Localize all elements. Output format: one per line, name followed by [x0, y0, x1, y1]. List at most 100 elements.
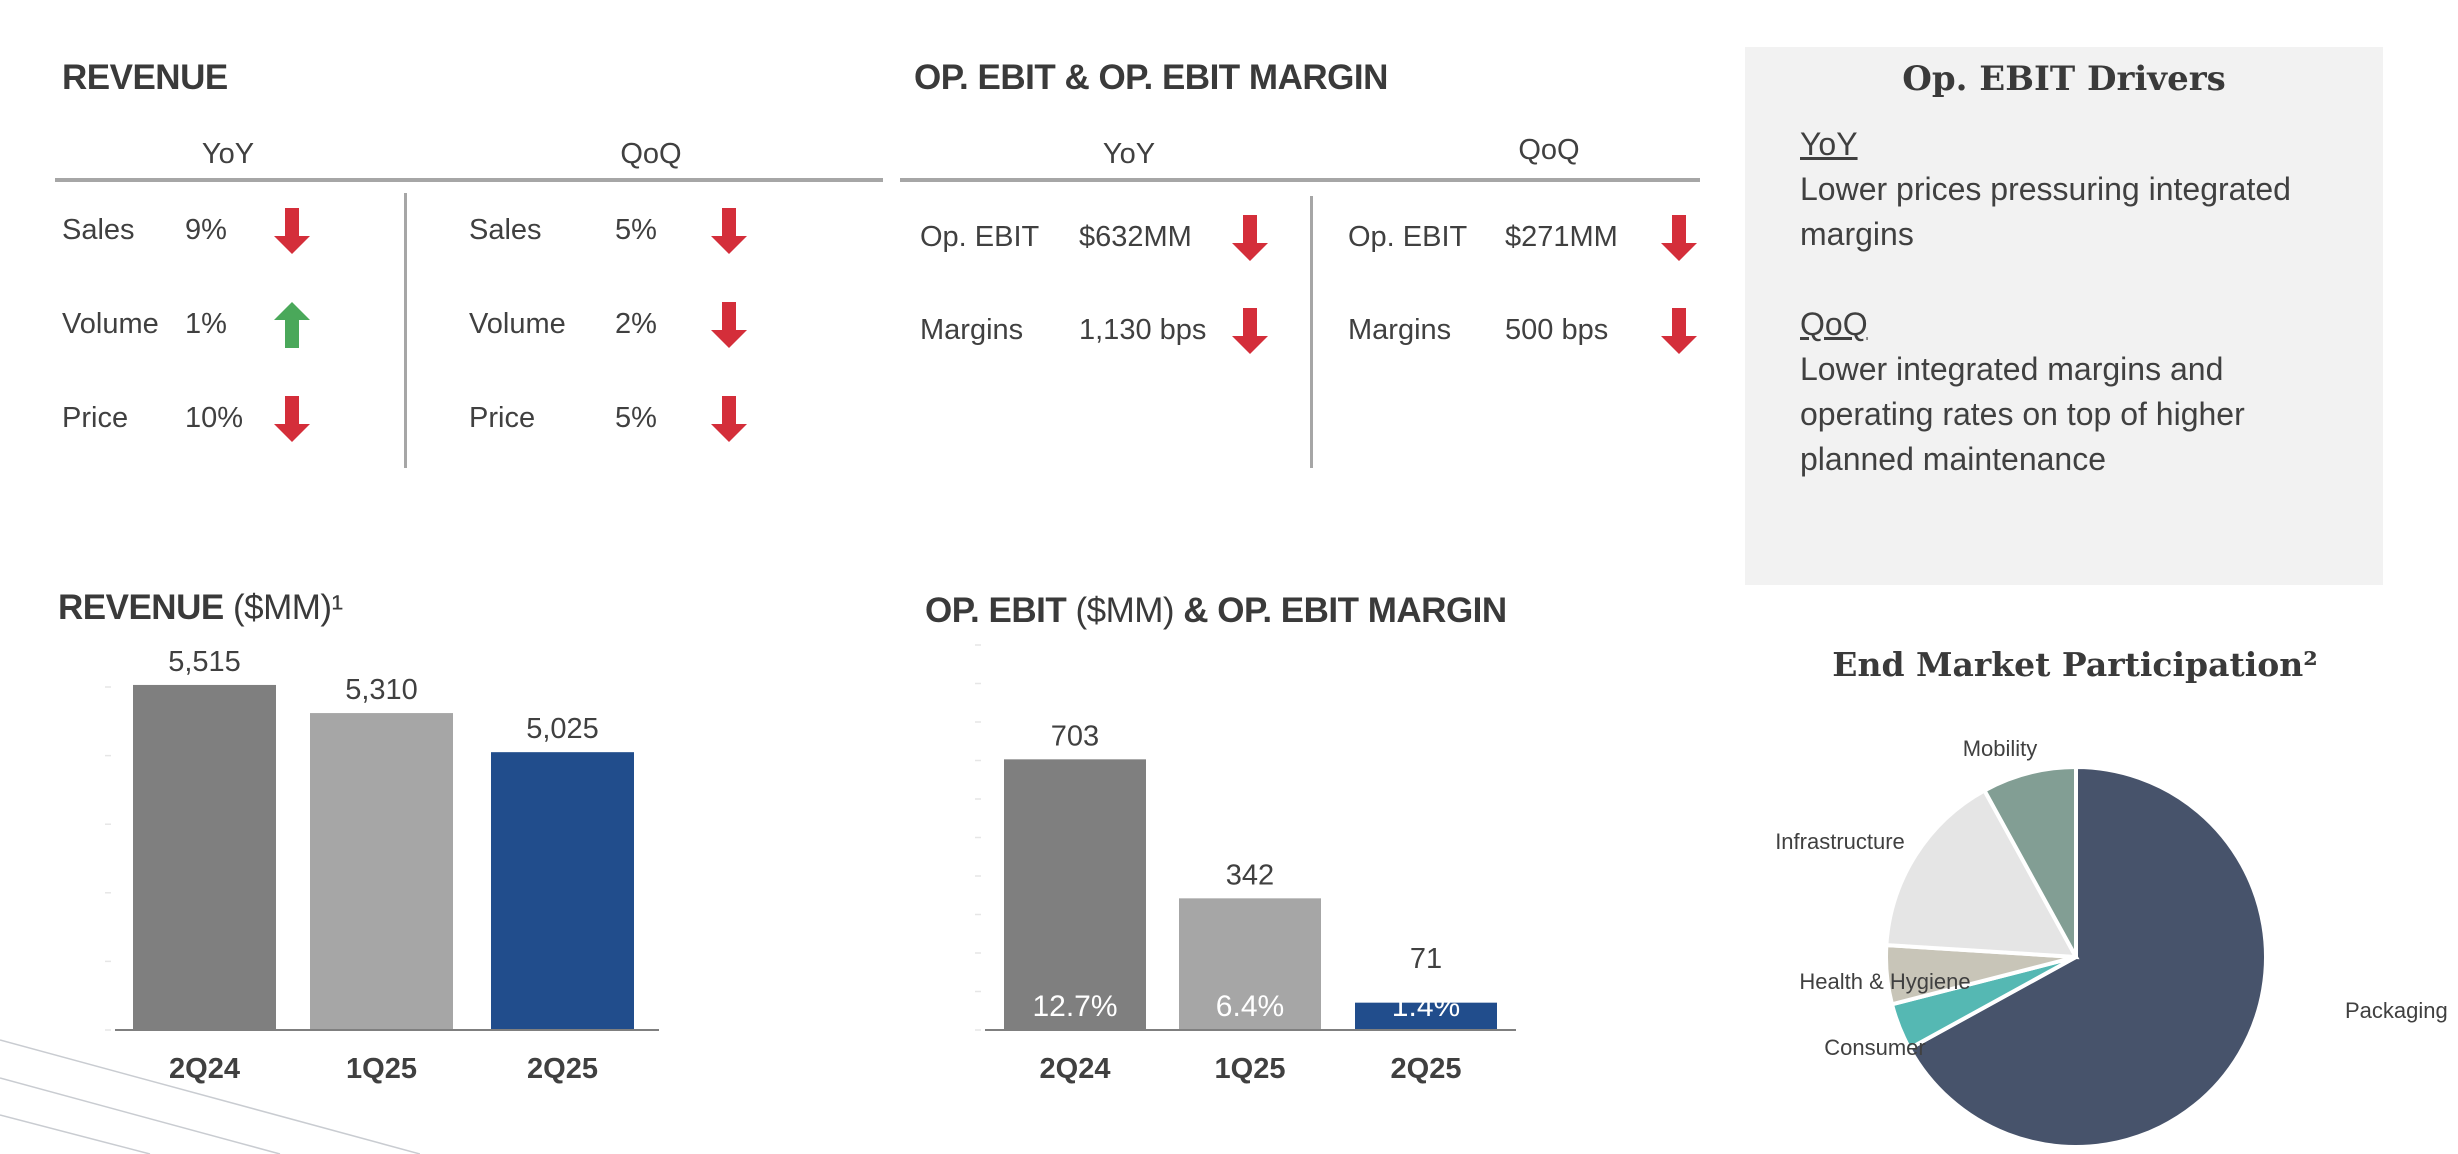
drivers-qoq-line-2: operating rates on top of higher [1800, 396, 2245, 432]
category-label: 2Q24 [1040, 1053, 1111, 1085]
ebit-title: OP. EBIT & OP. EBIT MARGIN [914, 58, 1388, 97]
ebit-qoq-row-arrow [1661, 215, 1697, 261]
revenue-yoy-row-label: Price [62, 402, 129, 434]
revenue-qoq-header: QoQ [620, 138, 682, 170]
ebit-chart-title-unit: ($MM) [1075, 591, 1175, 630]
ebit-qoq-row-arrow [1661, 308, 1697, 354]
drivers-qoq-line-1: Lower integrated margins and [1800, 351, 2224, 387]
revenue-yoy-row-arrow [274, 302, 310, 348]
ebit-qoq-row-label: Margins [1348, 314, 1452, 346]
bar-1Q25 [1179, 898, 1321, 1030]
pie-label: Health & Hygiene [1799, 969, 1970, 994]
drivers-yoy-line-1: Lower prices pressuring integrated [1800, 171, 2291, 207]
revenue-yoy-row-value: 1% [185, 308, 227, 340]
ebit-qoq-row-value: 500 bps [1505, 314, 1609, 346]
margin-label: 6.4% [1216, 990, 1284, 1023]
drivers-qoq-label: QoQ [1800, 306, 1868, 342]
revenue-yoy-row-label: Volume [62, 308, 159, 340]
drivers-qoq-line-3: planned maintenance [1800, 441, 2107, 477]
revenue-header-rule [55, 178, 883, 182]
end-market-pie-chart: Packaging Consumer Health & Hygiene Infrast… [1775, 736, 2448, 1149]
revenue-chart-title-unit: ($MM)¹ [232, 588, 343, 627]
arrow-down-icon [1232, 308, 1268, 354]
ebit-bar-chart: 703 2Q24 12.7% 342 1Q25 6.4% 71 2Q25 1.4% [975, 644, 1516, 1085]
bar-value-label: 5,025 [526, 713, 599, 745]
ebit-yoy-row-value: 1,130 bps [1079, 314, 1207, 346]
ebit-yoy-row-label: Margins [920, 314, 1024, 346]
arrow-down-icon [711, 396, 747, 442]
bar-value-label: 342 [1226, 859, 1274, 891]
arrow-down-icon [711, 208, 747, 254]
revenue-qoq-row-value: 5% [615, 402, 657, 434]
arrow-down-icon [1661, 308, 1697, 354]
bar-2Q24 [133, 684, 276, 1030]
arrow-down-icon [1661, 215, 1697, 261]
ebit-drivers-panel: Op. EBIT Drivers YoY Lower prices pressu… [1745, 47, 2383, 585]
ebit-yoy-row-arrow [1232, 215, 1268, 261]
pie-slice-packaging [1906, 764, 2268, 1149]
category-label: 2Q24 [169, 1053, 240, 1085]
ebit-yoy-header: YoY [1102, 138, 1156, 170]
revenue-qoq-row-label: Price [469, 402, 536, 434]
ebit-qoq-row-value: $271MM [1505, 221, 1618, 253]
pie-title: End Market Participation² [1832, 645, 2318, 684]
revenue-qoq-row-value: 5% [615, 214, 657, 246]
pie-label: Consumer [1824, 1035, 1925, 1060]
bar-value-label: 5,310 [345, 674, 418, 706]
arrow-down-icon [274, 396, 310, 442]
revenue-yoy-row-value: 9% [185, 214, 227, 246]
pie-label: Mobility [1963, 736, 2038, 761]
bar-1Q25 [310, 713, 453, 1030]
ebit-yoy-row-label: Op. EBIT [920, 221, 1040, 253]
ebit-yoy-row-arrow [1232, 308, 1268, 354]
revenue-yoy-row-label: Sales [62, 214, 135, 246]
drivers-yoy-line-2: margins [1800, 216, 1914, 252]
ebit-qoq-row-label: Op. EBIT [1348, 221, 1468, 253]
margin-label: 1.4% [1392, 990, 1460, 1023]
pie-slice-infrastructure [1884, 787, 2080, 960]
ebit-header-rule [900, 178, 1700, 182]
revenue-qoq-row-arrow [711, 396, 747, 442]
revenue-yoy-row-value: 10% [185, 402, 244, 434]
revenue-qoq-row-arrow [711, 302, 747, 348]
revenue-qoq-row-label: Sales [469, 214, 542, 246]
bar-2Q25 [1355, 1002, 1497, 1030]
revenue-qoq-row-label: Volume [469, 308, 566, 340]
bar-2Q25 [491, 752, 634, 1030]
revenue-chart-title-main: REVENUE [58, 588, 224, 627]
category-label: 2Q25 [1391, 1053, 1462, 1085]
ebit-qoq-header: QoQ [1518, 134, 1580, 166]
bar-value-label: 71 [1410, 943, 1442, 975]
category-label: 2Q25 [527, 1053, 598, 1085]
pie-slice-mobility [1981, 764, 2078, 958]
bar-value-label: 5,515 [168, 646, 241, 678]
revenue-divider [404, 193, 407, 468]
arrow-up-icon [274, 302, 310, 348]
drivers-title: Op. EBIT Drivers [1902, 59, 2226, 99]
revenue-title: REVENUE [62, 58, 228, 97]
margin-label: 12.7% [1032, 990, 1117, 1023]
revenue-yoy-row-arrow [274, 396, 310, 442]
pie-label: Infrastructure [1775, 829, 1905, 854]
drivers-yoy-label: YoY [1800, 126, 1858, 162]
ebit-chart-title-main: OP. EBIT [925, 591, 1067, 630]
ebit-yoy-row-value: $632MM [1079, 221, 1192, 253]
arrow-down-icon [274, 208, 310, 254]
pie-label: Packaging [2345, 998, 2448, 1023]
category-label: 1Q25 [346, 1053, 417, 1085]
revenue-qoq-row-arrow [711, 208, 747, 254]
bar-value-label: 703 [1051, 720, 1099, 752]
revenue-yoy-header: YoY [201, 138, 255, 170]
revenue-qoq-row-value: 2% [615, 308, 657, 340]
arrow-down-icon [1232, 215, 1268, 261]
revenue-bar-chart: 5,515 2Q24 5,310 1Q25 5,025 2Q25 [105, 646, 659, 1085]
arrow-down-icon [711, 302, 747, 348]
ebit-chart-title: OP. EBIT ($MM) & OP. EBIT MARGIN [925, 591, 1507, 631]
ebit-divider [1310, 196, 1313, 468]
ebit-chart-title-suffix: & OP. EBIT MARGIN [1183, 591, 1507, 630]
category-label: 1Q25 [1215, 1053, 1286, 1085]
revenue-chart-title: REVENUE ($MM)¹ [58, 588, 343, 628]
revenue-yoy-row-arrow [274, 208, 310, 254]
decorative-lines [0, 1039, 420, 1154]
